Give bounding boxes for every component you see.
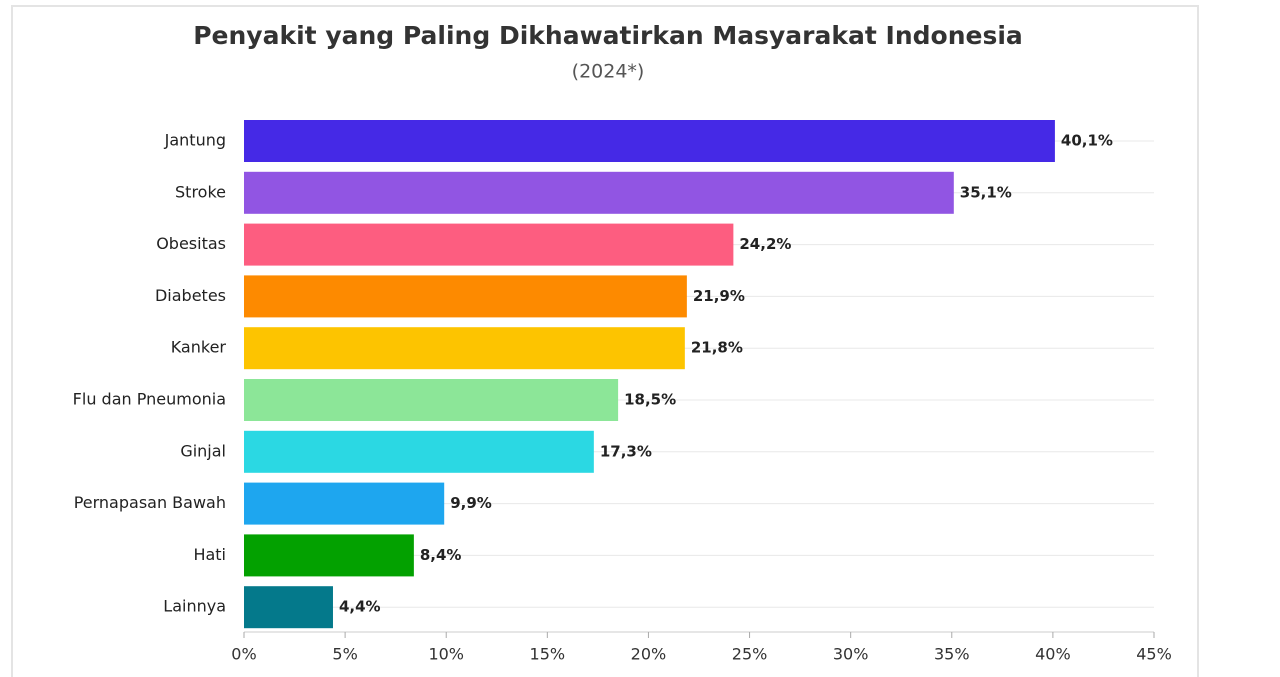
bar — [244, 379, 619, 421]
bar — [244, 482, 445, 525]
value-label: 9,9% — [450, 494, 492, 512]
value-label: 21,9% — [693, 287, 745, 305]
x-tick-label: 0% — [231, 645, 256, 664]
y-tick-label: Jantung — [164, 131, 226, 150]
y-tick-label: Lainnya — [163, 597, 226, 616]
bar — [244, 120, 1055, 162]
y-tick-label: Diabetes — [155, 286, 226, 305]
value-label: 8,4% — [420, 546, 462, 564]
bar — [244, 430, 594, 473]
x-tick-label: 10% — [428, 645, 464, 664]
chart-title: Penyakit yang Paling Dikhawatirkan Masya… — [193, 21, 1023, 50]
y-tick-label: Obesitas — [156, 234, 226, 253]
x-tick-label: 5% — [332, 645, 357, 664]
y-tick-label: Kanker — [171, 338, 227, 357]
x-tick-label: 35% — [934, 645, 970, 664]
bar — [244, 223, 734, 266]
value-label: 24,2% — [739, 235, 791, 253]
frame — [11, 5, 1199, 677]
bar — [244, 275, 687, 318]
x-tick-label: 25% — [732, 645, 768, 664]
bar — [244, 534, 414, 577]
value-label: 4,4% — [339, 598, 381, 616]
x-tick-label: 45% — [1136, 645, 1172, 664]
value-label: 40,1% — [1061, 132, 1113, 150]
value-label: 35,1% — [960, 183, 1012, 201]
y-tick-label: Hati — [193, 545, 226, 564]
value-label: 21,8% — [691, 339, 743, 357]
x-tick-label: 20% — [631, 645, 667, 664]
x-tick-label: 15% — [530, 645, 566, 664]
x-tick-label: 40% — [1035, 645, 1071, 664]
y-tick-label: Stroke — [175, 182, 226, 201]
chart-subtitle: (2024*) — [572, 61, 645, 83]
x-tick-label: 30% — [833, 645, 869, 664]
value-label: 17,3% — [600, 442, 652, 460]
bar — [244, 327, 685, 370]
bar — [244, 586, 333, 629]
value-label: 18,5% — [624, 391, 676, 409]
bar — [244, 171, 954, 214]
y-tick-label: Ginjal — [180, 441, 226, 460]
y-tick-label: Pernapasan Bawah — [74, 493, 226, 512]
y-tick-label: Flu dan Pneumonia — [73, 390, 226, 409]
